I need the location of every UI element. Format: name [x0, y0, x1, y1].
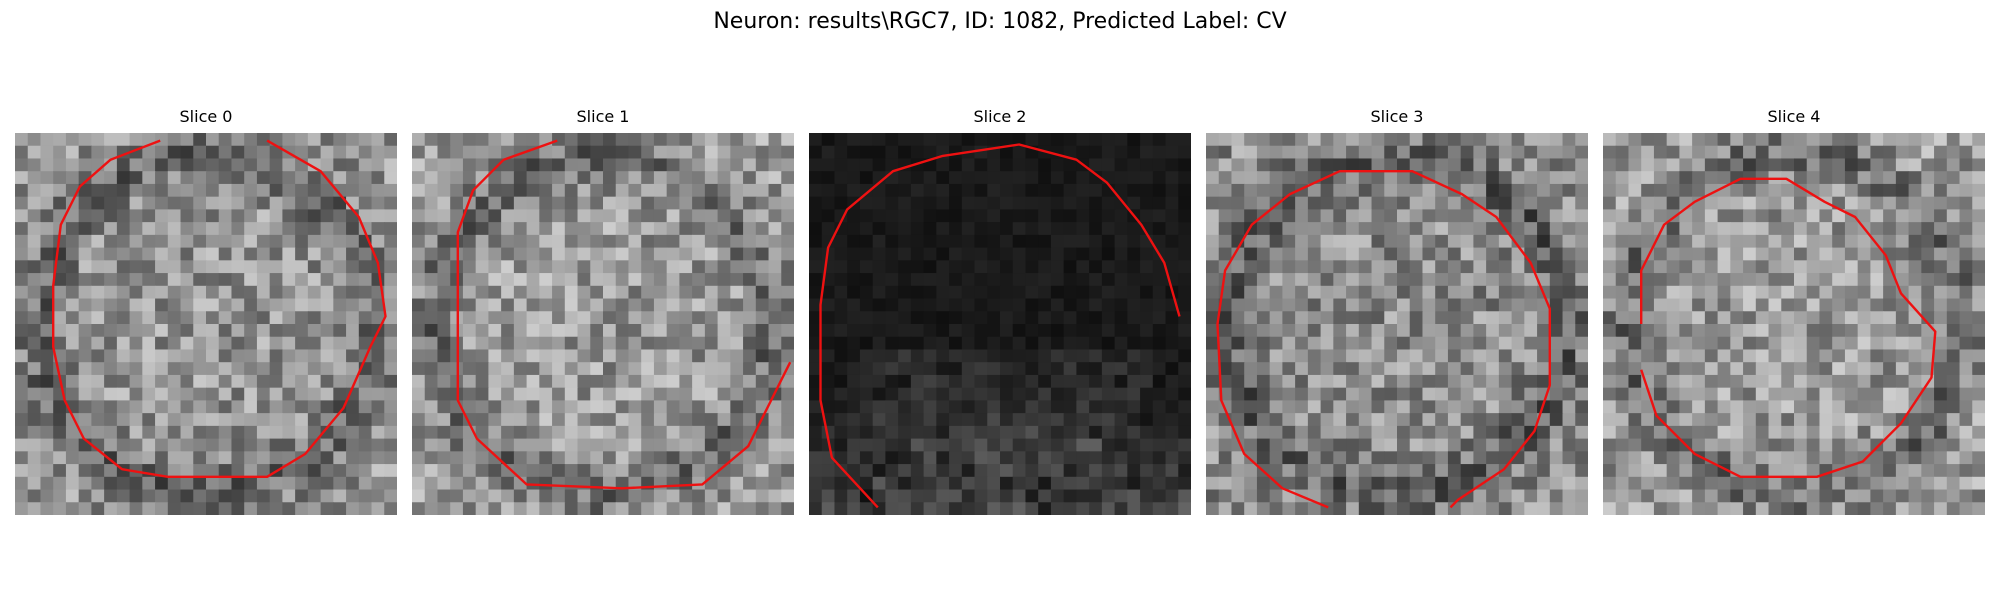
slice-title: Slice 4: [1603, 107, 1985, 127]
slice-panel-4: Slice 4: [1603, 107, 1985, 519]
slice-panel-3: Slice 3: [1206, 107, 1588, 519]
slice-title: Slice 3: [1206, 107, 1588, 127]
slice-image: [1603, 133, 1985, 515]
slice-title: Slice 2: [809, 107, 1191, 127]
figure-title: Neuron: results\RGC7, ID: 1082, Predicte…: [0, 8, 2000, 36]
slice-image: [412, 133, 794, 515]
slice-panel-2: Slice 2: [809, 107, 1191, 519]
slice-panel-1: Slice 1: [412, 107, 794, 519]
pixel-grid: [1206, 133, 1588, 515]
pixel-grid: [412, 133, 794, 515]
pixel-grid: [809, 133, 1191, 515]
slice-panel-0: Slice 0: [15, 107, 397, 519]
pixel-grid: [15, 133, 397, 515]
slice-image: [15, 133, 397, 515]
slice-title: Slice 1: [412, 107, 794, 127]
slice-title: Slice 0: [15, 107, 397, 127]
slice-image: [1206, 133, 1588, 515]
slice-image: [809, 133, 1191, 515]
